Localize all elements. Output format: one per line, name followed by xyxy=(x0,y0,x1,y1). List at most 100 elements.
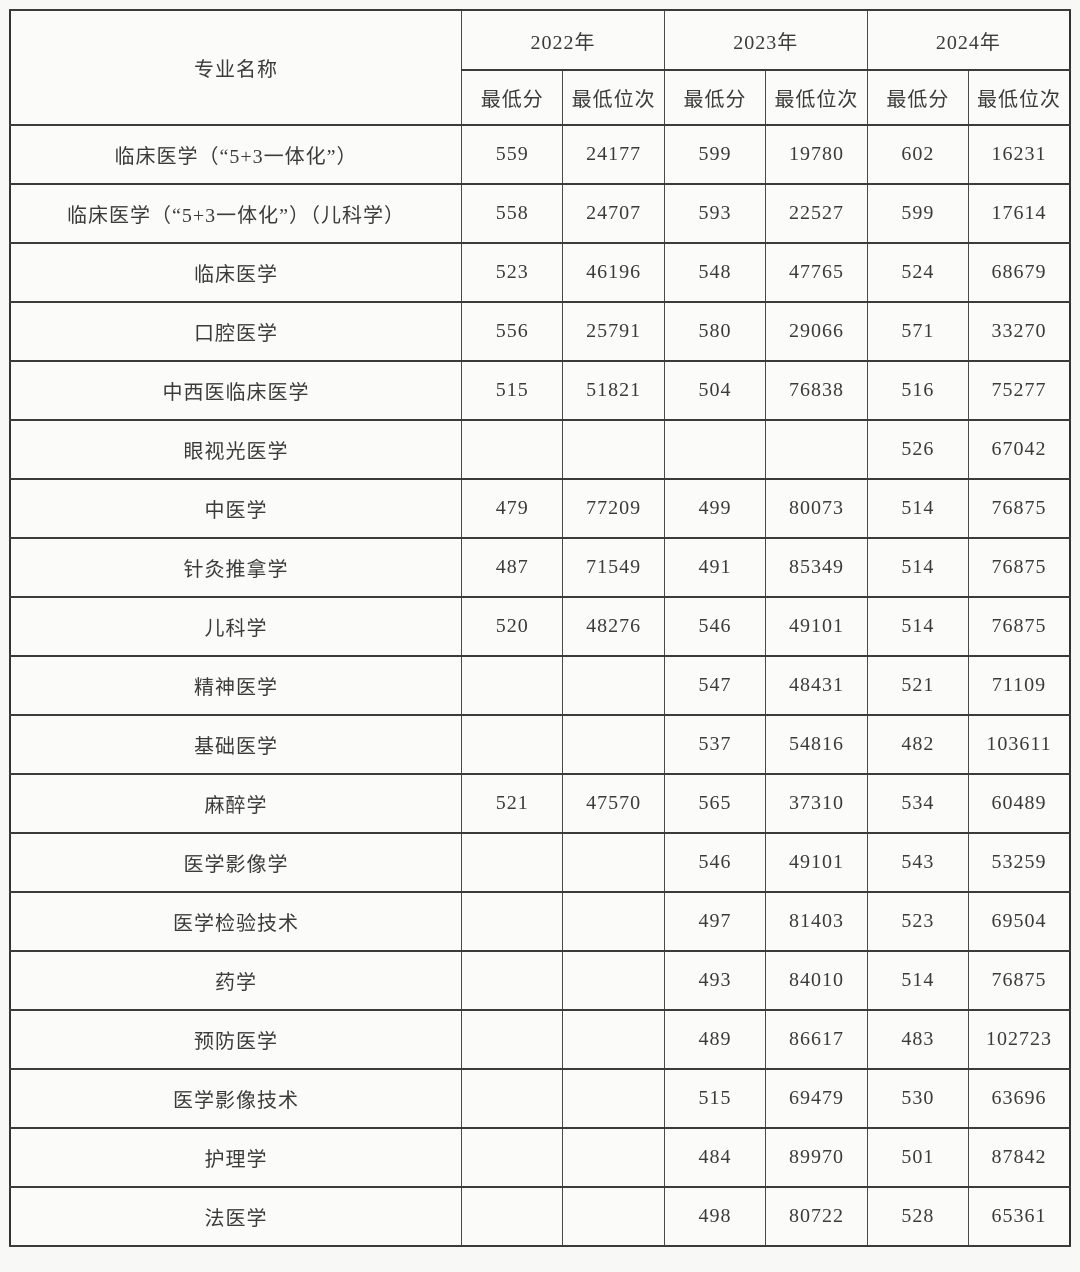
min-rank-cell: 89970 xyxy=(765,1127,868,1188)
min-score-cell: 504 xyxy=(663,360,767,421)
min-score-cell: 571 xyxy=(866,301,970,362)
major-name-cell: 中西医临床医学 xyxy=(9,360,463,421)
major-name-cell: 临床医学（“5+3一体化”）（儿科学） xyxy=(9,183,463,244)
min-score-cell: 528 xyxy=(866,1186,970,1247)
table-header: 专业名称 2022年 2023年 2024年 最低分 最低位次 最低分 最低位次… xyxy=(9,9,1071,126)
min-rank-cell: 103611 xyxy=(968,714,1071,775)
min-score-cell: 546 xyxy=(663,832,767,893)
min-rank-cell: 76875 xyxy=(968,950,1071,1011)
table-row: 药学 493 84010 514 76875 xyxy=(9,950,1071,1011)
min-rank-cell: 81403 xyxy=(765,891,868,952)
min-score-cell: 514 xyxy=(866,950,970,1011)
min-rank-cell: 37310 xyxy=(765,773,868,834)
table-row: 医学影像技术 515 69479 530 63696 xyxy=(9,1068,1071,1129)
min-rank-cell xyxy=(562,1068,665,1129)
major-name-cell: 儿科学 xyxy=(9,596,463,657)
min-score-cell: 524 xyxy=(866,242,970,303)
table-body: 临床医学（“5+3一体化”） 559 24177 599 19780 602 16231 临床… xyxy=(9,124,1071,1247)
min-rank-cell: 87842 xyxy=(968,1127,1071,1188)
min-rank-cell: 54816 xyxy=(765,714,868,775)
min-score-cell: 515 xyxy=(461,360,564,421)
min-rank-cell: 71549 xyxy=(562,537,665,598)
min-score-cell xyxy=(461,655,564,716)
min-score-cell: 498 xyxy=(663,1186,767,1247)
table-row: 医学检验技术 497 81403 523 69504 xyxy=(9,891,1071,952)
min-score-cell: 556 xyxy=(461,301,564,362)
min-rank-cell: 24177 xyxy=(562,124,665,185)
min-score-cell: 534 xyxy=(866,773,970,834)
min-score-cell: 479 xyxy=(461,478,564,539)
min-rank-cell: 77209 xyxy=(562,478,665,539)
min-score-cell: 558 xyxy=(461,183,564,244)
min-score-cell: 580 xyxy=(663,301,767,362)
admission-scores-table: 专业名称 2022年 2023年 2024年 最低分 最低位次 最低分 最低位次… xyxy=(9,9,1071,1247)
table-row: 眼视光医学 526 67042 xyxy=(9,419,1071,480)
min-score-cell: 484 xyxy=(663,1127,767,1188)
table-row: 精神医学 547 48431 521 71109 xyxy=(9,655,1071,716)
major-name-cell: 法医学 xyxy=(9,1186,463,1247)
table-row: 基础医学 537 54816 482 103611 xyxy=(9,714,1071,775)
min-score-cell: 599 xyxy=(663,124,767,185)
major-name-cell: 口腔医学 xyxy=(9,301,463,362)
table-row: 麻醉学 521 47570 565 37310 534 60489 xyxy=(9,773,1071,834)
table-row: 儿科学 520 48276 546 49101 514 76875 xyxy=(9,596,1071,657)
header-min-rank-2023: 最低位次 xyxy=(765,69,868,126)
min-score-cell xyxy=(461,419,564,480)
min-score-cell: 537 xyxy=(663,714,767,775)
min-rank-cell: 17614 xyxy=(968,183,1071,244)
min-score-cell: 521 xyxy=(461,773,564,834)
min-rank-cell: 102723 xyxy=(968,1009,1071,1070)
major-name-cell: 基础医学 xyxy=(9,714,463,775)
min-score-cell: 521 xyxy=(866,655,970,716)
min-rank-cell: 80073 xyxy=(765,478,868,539)
min-score-cell: 514 xyxy=(866,537,970,598)
major-name-cell: 麻醉学 xyxy=(9,773,463,834)
min-rank-cell: 47765 xyxy=(765,242,868,303)
table-row: 口腔医学 556 25791 580 29066 571 33270 xyxy=(9,301,1071,362)
header-year-2023: 2023年 xyxy=(663,9,868,71)
min-rank-cell: 76875 xyxy=(968,478,1071,539)
table-row: 针灸推拿学 487 71549 491 85349 514 76875 xyxy=(9,537,1071,598)
min-rank-cell xyxy=(562,832,665,893)
table-row: 临床医学（“5+3一体化”） 559 24177 599 19780 602 16231 xyxy=(9,124,1071,185)
table-row: 临床医学（“5+3一体化”）（儿科学） 558 24707 593 22527 599 17… xyxy=(9,183,1071,244)
major-name-cell: 临床医学 xyxy=(9,242,463,303)
min-score-cell: 523 xyxy=(866,891,970,952)
min-score-cell: 602 xyxy=(866,124,970,185)
min-rank-cell: 25791 xyxy=(562,301,665,362)
major-name-cell: 医学影像技术 xyxy=(9,1068,463,1129)
header-min-score-2024: 最低分 xyxy=(866,69,970,126)
min-rank-cell: 49101 xyxy=(765,596,868,657)
major-name-cell: 药学 xyxy=(9,950,463,1011)
min-score-cell xyxy=(461,1068,564,1129)
min-rank-cell xyxy=(562,950,665,1011)
table-row: 中医学 479 77209 499 80073 514 76875 xyxy=(9,478,1071,539)
min-rank-cell: 51821 xyxy=(562,360,665,421)
min-rank-cell xyxy=(765,419,868,480)
table-row: 预防医学 489 86617 483 102723 xyxy=(9,1009,1071,1070)
min-score-cell xyxy=(461,1127,564,1188)
min-score-cell: 593 xyxy=(663,183,767,244)
min-rank-cell: 48276 xyxy=(562,596,665,657)
min-score-cell: 501 xyxy=(866,1127,970,1188)
min-score-cell: 493 xyxy=(663,950,767,1011)
min-score-cell xyxy=(461,1009,564,1070)
min-rank-cell: 22527 xyxy=(765,183,868,244)
min-rank-cell: 76838 xyxy=(765,360,868,421)
header-year-2024: 2024年 xyxy=(866,9,1071,71)
min-score-cell: 530 xyxy=(866,1068,970,1129)
min-rank-cell: 76875 xyxy=(968,596,1071,657)
min-rank-cell: 48431 xyxy=(765,655,868,716)
table-row: 临床医学 523 46196 548 47765 524 68679 xyxy=(9,242,1071,303)
min-rank-cell: 67042 xyxy=(968,419,1071,480)
major-name-cell: 医学影像学 xyxy=(9,832,463,893)
min-rank-cell: 69479 xyxy=(765,1068,868,1129)
min-rank-cell: 76875 xyxy=(968,537,1071,598)
min-score-cell xyxy=(461,1186,564,1247)
major-name-cell: 中医学 xyxy=(9,478,463,539)
min-score-cell: 559 xyxy=(461,124,564,185)
header-min-rank-2022: 最低位次 xyxy=(562,69,665,126)
min-score-cell: 514 xyxy=(866,596,970,657)
min-rank-cell: 29066 xyxy=(765,301,868,362)
